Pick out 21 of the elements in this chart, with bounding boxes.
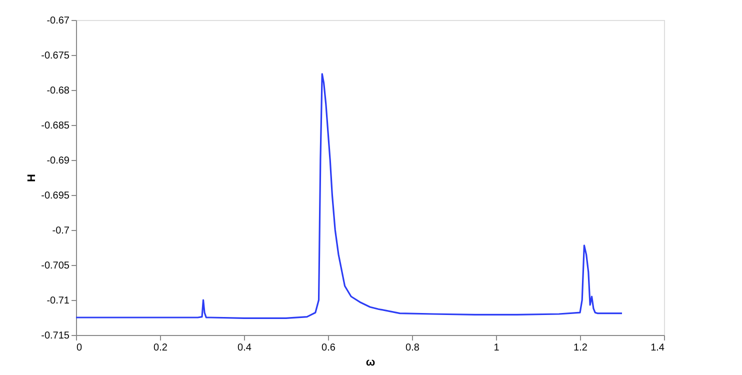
y-tick-label: -0.675 [41,50,70,62]
x-tick-label: 0.6 [322,342,336,354]
y-tick-label: -0.705 [41,260,70,272]
y-tick-label: -0.685 [41,120,70,132]
y-tick-label: -0.695 [41,190,70,202]
x-tick-label: 0.2 [154,342,168,354]
y-tick-label: -0.68 [46,86,70,96]
x-tick-label: 0.4 [238,342,252,354]
y-axis-title: H [26,174,38,182]
x-axis-title: ω [366,356,376,368]
y-tick-label: -0.7 [52,226,70,236]
x-tick-label: 0 [76,342,82,354]
x-tick-label: 1.4 [650,342,665,354]
y-tick-label: -0.71 [46,296,70,306]
y-tick-label: -0.715 [41,330,70,342]
y-tick-label: -0.69 [46,156,70,166]
x-tick-label: 1 [494,342,500,354]
x-tick-label: 1.2 [574,342,588,354]
x-tick-label: 0.8 [406,342,420,354]
line-series [75,73,623,319]
y-tick-label: -0.67 [46,16,70,26]
